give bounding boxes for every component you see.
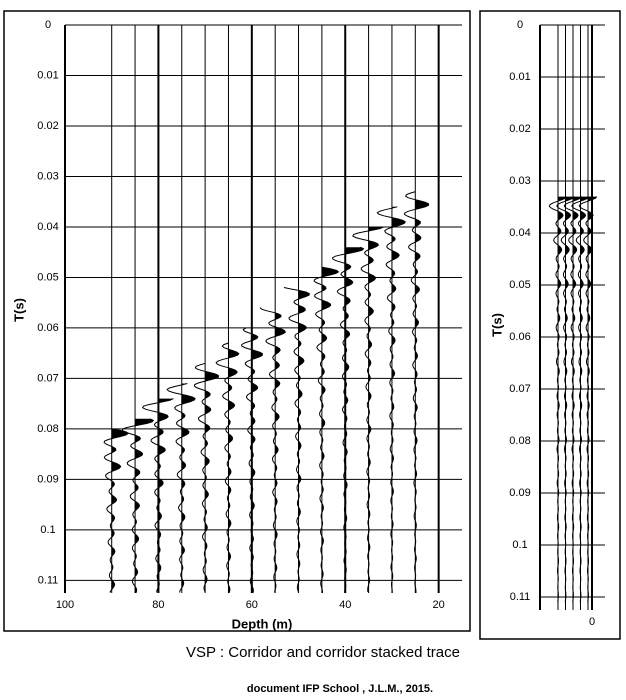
wiggle [141,398,174,593]
y-tick-label: 0.01 [509,71,530,83]
x-tick-label: 100 [56,599,74,611]
y-tick-label: 0.1 [40,524,55,536]
wiggle-fill [321,267,339,593]
credit: document IFP School , J.L.M., 2015. [247,683,433,695]
wiggle [331,246,365,593]
wiggle [313,266,340,593]
wiggle [563,196,583,603]
y-tick-label: 0 [45,19,51,31]
x-tick-label: 60 [246,599,258,611]
x-tick-label: 40 [339,599,351,611]
wiggle [578,196,598,603]
y-tick-label: 0.08 [37,423,58,435]
y-axis-label: T(s) [11,298,26,322]
wiggle-fill [391,206,406,594]
wiggle [166,383,196,593]
y-tick-label: 0.04 [509,227,530,239]
wiggle-fill [135,418,154,593]
y-tick-label: 0.02 [37,120,58,132]
y-tick-label: 0.06 [509,331,530,343]
wiggle-fill [345,247,364,593]
left-frame [3,10,471,632]
x-tick-label: 80 [152,599,164,611]
y-tick-label: 0.06 [37,322,58,334]
y-tick-label: 0.02 [509,123,530,135]
wiggle-fill [251,327,263,593]
wiggle-fill [415,191,429,593]
wiggle [571,196,590,603]
wiggle [352,226,384,593]
y-axis-label: T(s) [489,313,504,337]
x-tick-label: 20 [433,599,445,611]
caption: VSP : Corridor and corridor stacked trac… [186,644,460,661]
wiggle [548,196,568,603]
x-axis-label: Depth (m) [232,616,293,631]
wiggle [556,196,575,603]
wiggle-fill [111,428,129,593]
y-tick-label: 0.07 [37,372,58,384]
wiggle [376,206,406,593]
wiggle [193,362,220,593]
y-tick-label: 0.04 [37,221,58,233]
wiggle [283,287,310,593]
y-tick-label: 0.09 [509,487,530,499]
wiggle [259,307,287,593]
y-tick-label: 0.03 [37,170,58,182]
y-tick-label: 0 [517,19,523,31]
right-frame [479,10,621,640]
y-tick-label: 0.07 [509,383,530,395]
y-tick-label: 0.11 [510,591,531,603]
wiggle [241,327,263,594]
y-tick-label: 0.05 [509,279,530,291]
y-tick-label: 0.01 [37,69,58,81]
wiggle-fill [275,307,286,593]
wiggle [403,191,430,593]
y-tick-label: 0.03 [509,175,530,187]
wiggle [103,428,129,593]
wiggle-fill [298,287,310,593]
y-tick-label: 0.05 [37,271,58,283]
y-tick-label: 0.09 [37,473,58,485]
y-tick-label: 0.11 [38,574,59,586]
wiggle [121,418,155,594]
wiggle-fill [181,383,196,593]
wiggle [215,342,240,594]
x-tick-label: 0 [589,616,595,628]
wiggle-fill [158,398,174,593]
y-tick-label: 0.08 [509,435,530,447]
y-tick-label: 0.1 [512,539,527,551]
wiggle-fill [228,343,239,593]
